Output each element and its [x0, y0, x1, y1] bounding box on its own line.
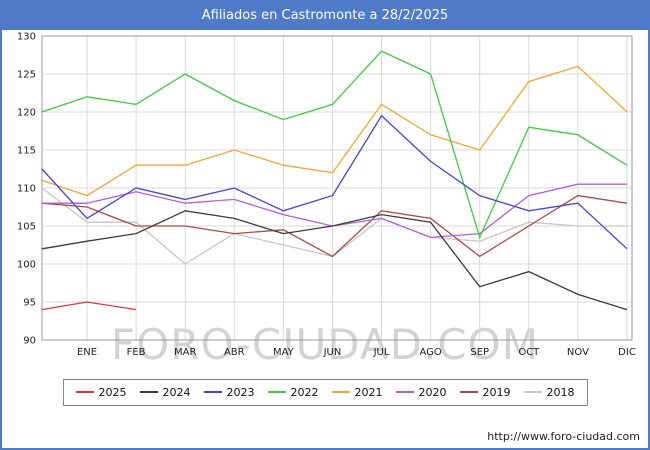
x-tick-label: ENE [77, 347, 97, 358]
legend-item-2023: 2023 [203, 385, 255, 399]
x-tick-label: MAY [273, 347, 295, 358]
y-tick-label: 110 [17, 184, 36, 195]
legend-item-2021: 2021 [331, 385, 383, 399]
y-tick-label: 130 [17, 32, 36, 43]
x-tick-label: ABR [224, 347, 245, 358]
x-tick-label: DIC [618, 347, 636, 358]
chart-svg: 90 95 100 105 110 115 120 125 130 ENE FEB MAR ABR MAY… [17, 32, 636, 359]
legend: 2025 2024 2023 2022 2021 2020 2019 2018 [62, 378, 588, 406]
y-tick-label: 120 [17, 108, 36, 119]
legend-item-2018: 2018 [523, 385, 575, 399]
legend-swatch [267, 391, 286, 393]
y-tick-label: 90 [23, 336, 36, 347]
legend-label: 2019 [482, 385, 511, 399]
line-chart: FORO-CIUDAD.COM 90 95 100 105 110 115 120 125 13… [2, 30, 648, 369]
watermark: FORO-CIUDAD.COM [111, 320, 539, 369]
legend-label: 2022 [290, 385, 319, 399]
y-tick-label: 105 [17, 222, 36, 233]
legend-swatch [139, 391, 158, 393]
x-tick-label: FEB [127, 347, 146, 358]
series-line-2019 [41, 194, 628, 258]
x-tick-label: OCT [518, 347, 540, 358]
series-line-2023 [41, 114, 628, 250]
legend-item-2025: 2025 [75, 385, 127, 399]
y-tick-label: 115 [17, 146, 36, 157]
x-tick-label: SEP [470, 347, 489, 358]
legend-swatch [395, 391, 414, 393]
legend-item-2022: 2022 [267, 385, 319, 399]
series-line-2024 [41, 210, 628, 311]
x-tick-label: JUN [323, 347, 342, 358]
x-tick-label: JUL [373, 347, 390, 358]
series-line-2021 [41, 65, 628, 197]
legend-label: 2024 [162, 385, 191, 399]
legend-label: 2023 [226, 385, 255, 399]
legend-swatch [75, 391, 94, 393]
legend-label: 2020 [418, 385, 447, 399]
legend-swatch [523, 391, 542, 393]
series-line-2022 [41, 50, 628, 240]
x-tick-label: MAR [174, 347, 196, 358]
legend-item-2020: 2020 [395, 385, 447, 399]
series-line-2025 [41, 301, 137, 311]
legend-swatch [459, 391, 478, 393]
y-tick-label: 100 [17, 260, 36, 271]
legend-label: 2018 [546, 385, 575, 399]
legend-label: 2021 [354, 385, 383, 399]
legend-swatch [203, 391, 222, 393]
x-tick-label: NOV [567, 347, 589, 358]
legend-label: 2025 [98, 385, 127, 399]
footer-url: http://www.foro-ciudad.com [487, 430, 640, 443]
page-title: Afiliados en Castromonte a 28/2/2025 [2, 2, 648, 30]
legend-row: 2025 2024 2023 2022 2021 2020 2019 2018 [2, 378, 648, 406]
y-tick-label: 95 [23, 298, 36, 309]
legend-item-2019: 2019 [459, 385, 511, 399]
y-tick-label: 125 [17, 70, 36, 81]
legend-item-2024: 2024 [139, 385, 191, 399]
legend-swatch [331, 391, 350, 393]
x-tick-label: AGO [419, 347, 441, 358]
